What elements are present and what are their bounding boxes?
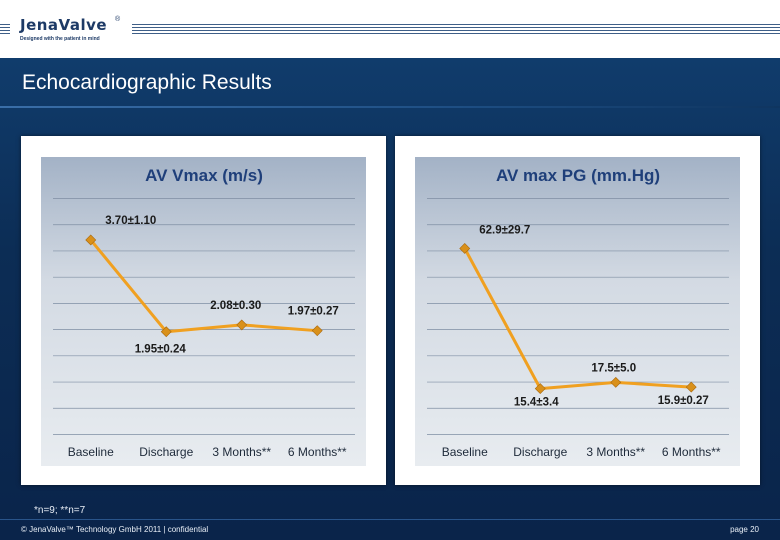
copyright-text: © JenaValve™ Technology GmbH 2011 | conf… — [21, 525, 209, 534]
header-decor-lines-right — [132, 24, 780, 35]
x-tick-label: 6 Months** — [662, 445, 721, 459]
data-label: 3.70±1.10 — [105, 215, 156, 227]
data-point — [610, 376, 622, 388]
slide-title: Echocardiographic Results — [22, 71, 272, 94]
data-label: 15.4±3.4 — [514, 397, 559, 409]
header: JenaValve ® Designed with the patient in… — [0, 0, 780, 58]
logo-text: JenaValve — [20, 16, 108, 34]
company-logo: JenaValve ® Designed with the patient in… — [14, 14, 126, 46]
data-point — [160, 326, 172, 338]
data-point — [311, 325, 323, 337]
x-tick-label: Discharge — [139, 445, 193, 459]
x-tick-label: Discharge — [513, 445, 567, 459]
logo-tagline: Designed with the patient in mind — [20, 36, 100, 42]
plot-area — [415, 157, 740, 466]
x-tick-label: Baseline — [442, 445, 488, 459]
chart-title: AV Vmax (m/s) — [145, 166, 263, 185]
data-label: 17.5±5.0 — [591, 362, 636, 374]
series-line — [463, 247, 692, 391]
data-point — [459, 243, 471, 254]
footer-divider — [0, 519, 780, 520]
data-label: 2.08±0.30 — [210, 300, 261, 312]
series-line — [89, 239, 318, 334]
chart-panel-av-vmax: AV Vmax (m/s) Baseline Discharge 3 Months**… — [21, 136, 386, 485]
data-point — [236, 319, 248, 331]
page-number: page 20 — [730, 525, 759, 534]
chart-av-vmax: AV Vmax (m/s) Baseline Discharge 3 Months**… — [53, 166, 355, 459]
plot-area — [41, 157, 366, 466]
data-label: 15.9±0.27 — [658, 395, 709, 407]
data-label: 1.95±0.24 — [135, 344, 187, 356]
data-point — [685, 381, 697, 393]
data-label: 62.9±29.7 — [479, 224, 530, 236]
footnote: *n=9; **n=7 — [34, 505, 86, 516]
chart-panel-av-max-pg: AV max PG (mm.Hg) Baseline Discharge 3 Mont… — [395, 136, 760, 485]
data-label: 1.97±0.27 — [288, 306, 339, 318]
chart-title: AV max PG (mm.Hg) — [496, 166, 660, 185]
chart-av-max-pg: AV max PG (mm.Hg) Baseline Discharge 3 Mont… — [427, 166, 729, 459]
slide-body: Echocardiographic Results AV Vmax (m/s) B… — [0, 58, 780, 540]
title-separator — [0, 106, 780, 108]
data-point — [85, 234, 97, 246]
header-decor-lines-left — [0, 24, 10, 35]
logo-registered-mark: ® — [115, 16, 121, 23]
x-tick-label: Baseline — [68, 445, 114, 459]
x-tick-label: 3 Months** — [586, 445, 645, 459]
x-tick-label: 6 Months** — [288, 445, 347, 459]
data-point — [534, 383, 546, 394]
x-tick-label: 3 Months** — [212, 445, 271, 459]
